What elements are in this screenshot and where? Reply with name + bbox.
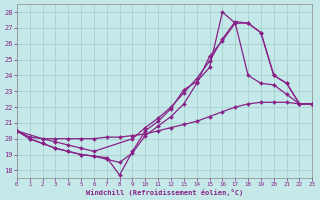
X-axis label: Windchill (Refroidissement éolien,°C): Windchill (Refroidissement éolien,°C) <box>86 189 243 196</box>
